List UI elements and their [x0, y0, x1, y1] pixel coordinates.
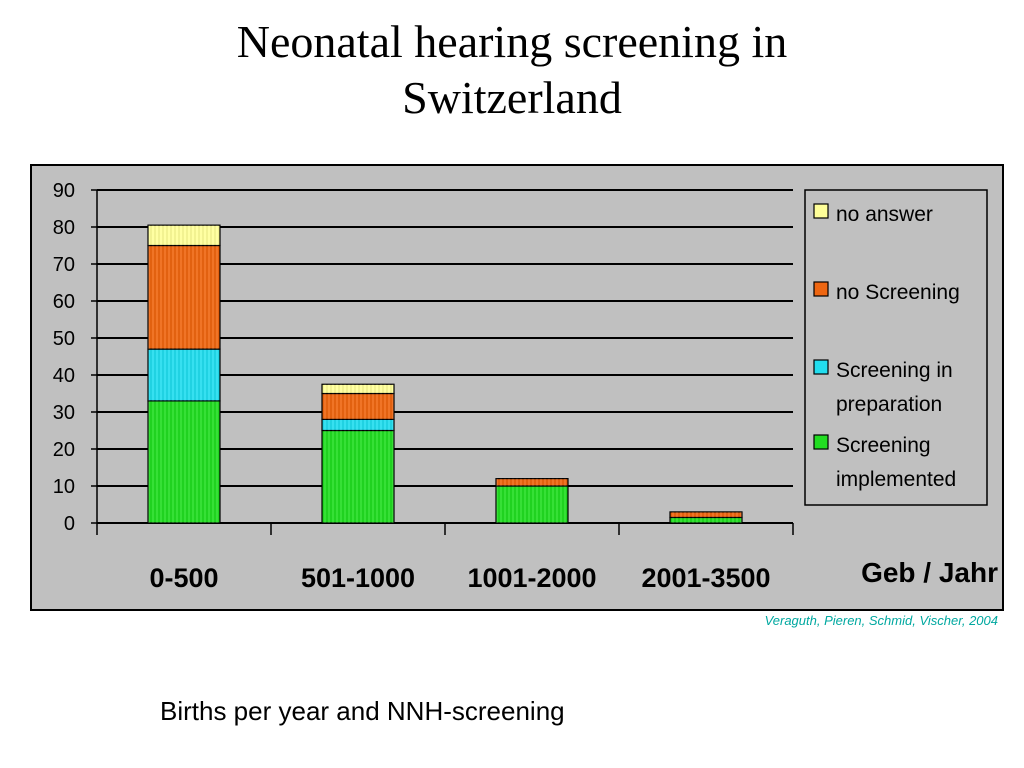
x-category-label: 0-500 — [149, 563, 218, 593]
bar-texture — [148, 400, 220, 523]
axis-labels: 0 10 20 30 40 50 60 70 80 90 0-500 501-1000 1001-200… — [53, 180, 998, 593]
y-tick-label: 20 — [53, 439, 75, 461]
y-tick-label: 60 — [53, 291, 75, 313]
legend-swatch — [813, 434, 829, 450]
legend-label: no answer — [836, 203, 933, 226]
y-tick-label: 0 — [64, 513, 75, 535]
x-axis-title: Geb / Jahr — [861, 557, 998, 588]
legend-label: preparation — [836, 393, 942, 416]
bar-texture — [322, 430, 394, 523]
slide-title-line-1: Neonatal hearing screening in — [236, 16, 788, 67]
y-tick-label: 30 — [53, 402, 75, 424]
x-category-label: 501-1000 — [301, 563, 415, 593]
legend-label: Screening — [836, 434, 931, 457]
bar-segment-no-screening — [669, 511, 743, 519]
bar-segment-screening-implemented — [669, 516, 743, 524]
legend-label: implemented — [836, 468, 956, 491]
slide-title-line-2: Switzerland — [402, 72, 622, 123]
legend-entry: no Screening — [813, 281, 960, 304]
bar-segment-screening-in-preparation — [321, 418, 395, 432]
x-category-label: 1001-2000 — [467, 563, 596, 593]
y-tick-label: 90 — [53, 180, 75, 202]
bars — [147, 224, 743, 524]
bar-texture — [322, 393, 394, 420]
credit-citation: Veraguth, Pieren, Schmid, Vischer, 2004 — [764, 613, 998, 628]
legend-box — [804, 189, 988, 506]
bar-segment-no-answer — [321, 383, 395, 395]
y-tick-label: 10 — [53, 476, 75, 498]
slide-caption: Births per year and NNH-screening — [160, 696, 565, 726]
legend-entry: no answer — [813, 203, 933, 226]
bar-texture — [670, 517, 742, 523]
bar-texture — [148, 225, 220, 246]
bar-texture — [322, 384, 394, 394]
bar-texture — [670, 511, 742, 518]
y-tick-label: 40 — [53, 365, 75, 387]
bar-segment-screening-implemented — [147, 400, 221, 524]
bar-segment-no-answer — [147, 224, 221, 247]
y-tick-label: 70 — [53, 254, 75, 276]
legend-swatch — [813, 281, 829, 297]
legend-label: no Screening — [836, 281, 960, 304]
bar-texture — [148, 349, 220, 401]
legend-label: Screening in — [836, 359, 953, 382]
legend-swatch — [813, 203, 829, 219]
bar-segment-no-screening — [321, 392, 395, 420]
bar-texture — [496, 486, 568, 523]
bar-segment-no-screening — [495, 478, 569, 487]
y-tick-label: 50 — [53, 328, 75, 350]
bar-texture — [496, 478, 568, 486]
bar-segment-screening-implemented — [495, 485, 569, 524]
bar-texture — [322, 419, 394, 431]
bar-segment-no-screening — [147, 244, 221, 350]
y-tick-label: 80 — [53, 217, 75, 239]
x-category-label: 2001-3500 — [641, 563, 770, 593]
legend-swatch — [813, 359, 829, 375]
legend-entry: Screening in preparation — [813, 359, 953, 416]
bar-segment-screening-in-preparation — [147, 348, 221, 402]
legend-entry: Screening implemented — [813, 434, 956, 491]
bar-segment-screening-implemented — [321, 429, 395, 524]
bar-texture — [148, 245, 220, 350]
slide-title: Neonatal hearing screening in Switzerlan… — [112, 14, 912, 126]
legend: no answer no Screening Screening in prepara… — [804, 189, 988, 506]
